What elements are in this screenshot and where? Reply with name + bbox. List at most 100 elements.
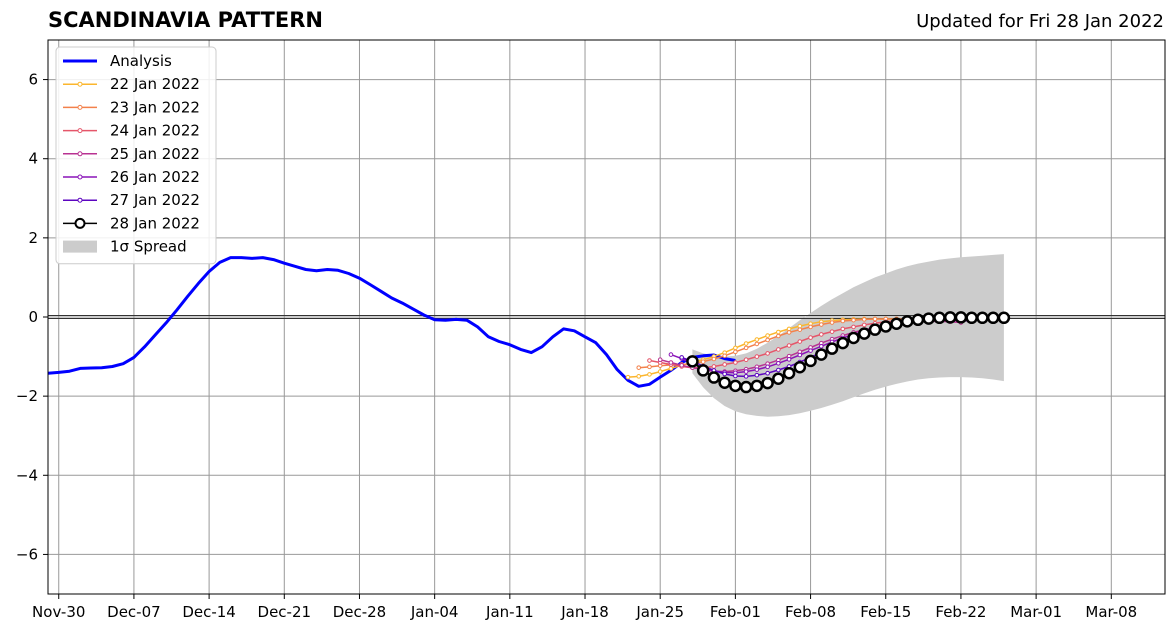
forecast-point [636, 374, 642, 379]
x-tick-label: Dec-07 [107, 603, 161, 621]
forecast-point [786, 357, 792, 362]
x-tick-label: Feb-22 [935, 603, 986, 621]
latest-forecast-point [933, 311, 946, 325]
forecast-point [722, 371, 727, 377]
latest-forecast-point [847, 331, 860, 345]
forecast-point [700, 359, 706, 365]
latest-forecast-point [739, 380, 753, 394]
forecast-point [743, 345, 749, 351]
legend-marker [77, 128, 83, 134]
latest-forecast-point [868, 323, 882, 336]
forecast-point [851, 324, 856, 330]
forecast-point [754, 337, 760, 342]
forecast-point [647, 358, 652, 363]
latest-forecast-point [718, 376, 731, 389]
forecast-point [776, 333, 781, 339]
latest-forecast-point [890, 317, 903, 330]
y-tick-label: 6 [28, 71, 38, 89]
forecast-point [679, 355, 684, 360]
analysis-line [47, 256, 736, 388]
legend-label: 23 Jan 2022 [110, 98, 200, 116]
latest-forecast-point [804, 354, 817, 368]
x-tick-label: Mar-01 [1010, 603, 1062, 621]
latest-forecast-point [772, 372, 785, 385]
forecast-point [808, 324, 813, 330]
chart-subtitle: Updated for Fri 28 Jan 2022 [916, 11, 1164, 32]
forecast-point [797, 352, 803, 358]
x-tick-label: Nov-30 [32, 603, 85, 621]
forecast-point [797, 327, 803, 332]
forecast-point [776, 329, 781, 335]
forecast-point [776, 347, 781, 352]
forecast-point [819, 343, 824, 349]
x-tick-label: Jan-04 [410, 603, 459, 621]
legend-marker [77, 151, 83, 157]
latest-forecast-point [793, 361, 807, 374]
legend-label: 28 Jan 2022 [110, 214, 200, 232]
forecast-point [776, 360, 781, 366]
series-layer [47, 256, 1011, 394]
forecast-point [743, 374, 749, 379]
legend-label: Analysis [110, 52, 172, 70]
latest-forecast-point [858, 327, 871, 340]
forecast-point [765, 364, 770, 370]
forecast-point [776, 367, 781, 373]
x-tick-label: Jan-11 [485, 603, 534, 621]
legend: Analysis 22 Jan 2022 23 Jan 2022 24 Jan 202… [55, 46, 217, 265]
x-tick-label: Feb-01 [710, 603, 761, 621]
legend-label: 26 Jan 2022 [110, 168, 200, 186]
legend-label: 27 Jan 2022 [110, 191, 200, 209]
forecast-point [743, 357, 749, 363]
ticks: Nov-30 Dec-07 Dec-14 Dec-21 Dec-28 Jan-04 Jan-… [16, 71, 1137, 621]
latest-forecast-point [976, 311, 989, 325]
forecast-point [647, 364, 652, 370]
legend-box [55, 46, 217, 265]
forecast-point [754, 354, 760, 359]
legend-marker [74, 217, 86, 229]
forecast-point [754, 367, 760, 372]
y-tick-label: 2 [28, 229, 38, 247]
forecast-point [829, 329, 835, 334]
forecast-point [754, 372, 760, 378]
forecast-point [625, 374, 631, 380]
legend-marker [77, 104, 83, 110]
forecast-point [733, 349, 738, 355]
latest-forecast-point [782, 366, 796, 380]
latest-forecast-point [879, 320, 892, 333]
latest-forecast-point [954, 311, 968, 324]
forecast-point [668, 366, 674, 371]
x-tick-label: Jan-18 [560, 603, 609, 621]
forecast-point [872, 316, 878, 322]
latest-forecast-point [761, 376, 774, 390]
latest-forecast-point [911, 313, 925, 327]
y-tick-label: −4 [16, 466, 38, 484]
x-tick-label: Mar-08 [1085, 603, 1137, 621]
latest-forecast-point [825, 342, 839, 355]
forecast-point [722, 353, 727, 359]
forecast-point [797, 339, 803, 344]
forecast-point [819, 332, 824, 337]
legend-label: 1σ Spread [110, 238, 187, 256]
forecast-point [733, 360, 738, 365]
forecast-point [765, 337, 770, 343]
grid [48, 40, 1165, 594]
forecast-point [808, 348, 813, 353]
forecast-point [668, 352, 674, 357]
forecast-point [743, 341, 749, 346]
latest-forecast-point [922, 312, 935, 325]
forecast-point [722, 362, 727, 367]
forecast-point [765, 333, 770, 338]
forecast-point [786, 330, 792, 335]
legend-marker [77, 81, 83, 87]
latest-forecast-point [986, 311, 1000, 325]
forecast-point [808, 335, 813, 340]
latest-forecast-point [900, 315, 914, 328]
forecast-point [840, 318, 846, 324]
latest-forecast-point [815, 348, 828, 361]
forecast-point [840, 326, 846, 332]
x-tick-label: Dec-14 [182, 603, 236, 621]
forecast-point [733, 345, 738, 351]
forecast-point [786, 343, 792, 348]
latest-forecast-point [729, 379, 742, 393]
